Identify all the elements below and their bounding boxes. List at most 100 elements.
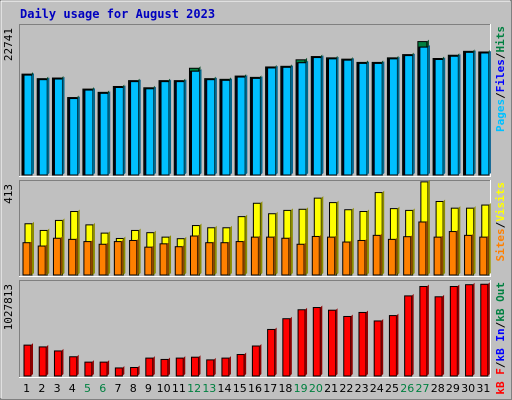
visits-bar-11-side [184,236,187,275]
pages-bar-1 [23,74,33,176]
kbf-bar-20 [312,307,321,377]
sites-bar-22 [342,241,351,276]
pages-bar-25-side [397,56,400,176]
kbf-bar-15 [236,354,245,377]
kbf-bar-8 [130,366,139,377]
kbytes-ymax-label: 1027813 [2,284,15,330]
visits-bar-2-side [47,228,50,275]
visits-bar-31-side [488,203,491,275]
pages-bar-29 [449,55,459,176]
visits-bar-18-side [290,208,293,275]
visits-bar-8-side [138,228,141,275]
day-label-21: 21 [324,382,338,395]
pages-bar-3-side [62,77,65,175]
sites-bar-8-side [136,238,139,275]
kbf-bar-3-side [61,348,64,376]
sites-bar-7-side [121,239,124,275]
visits-bar-15-side [245,214,248,275]
kbf-bar-24 [373,320,382,377]
hits-legend-item-2: Files [494,59,507,92]
pages-bar-2 [38,79,48,176]
pages-bar-27-side [427,45,430,176]
day-label-22: 22 [339,382,353,395]
visits-bar-1-side [32,221,34,275]
visits-bar-17-side [275,211,278,275]
sites-bar-18-side [288,236,291,275]
kbf-bar-17-side [274,327,277,376]
kbf-bar-6 [99,361,108,377]
visits-bar-5-side [92,222,95,275]
sites-bar-28 [433,236,442,276]
kbf-bar-4-side [76,354,79,376]
sites-bar-29-side [456,229,459,275]
kbf-bar-11-side [183,356,186,376]
sites-bar-4 [68,238,77,276]
day-label-2: 2 [38,382,45,395]
visits-bar-6-side [108,231,111,275]
kbf-bar-5 [84,361,93,377]
pages-bar-19-side [306,60,309,175]
day-label-17: 17 [263,382,277,395]
visits-legend-item-0: Sites [494,228,507,261]
kbytes-legend: kB F/kB In/kB Out [494,282,507,395]
sites-bar-28-side [441,235,444,275]
sites-bar-24 [372,234,381,276]
kbf-bar-23-side [365,310,368,376]
visits-ymax-label: 413 [2,184,15,204]
day-label-27: 27 [415,382,429,395]
pages-bar-23 [358,62,368,176]
sites-bar-21-side [334,235,337,275]
pages-bar-5-side [92,88,95,175]
hits-ymax-label: 22741 [2,28,15,61]
kbf-bar-23 [358,311,367,377]
kbf-bar-13 [206,359,215,377]
pages-bar-10 [160,81,170,176]
kbf-bar-18 [282,318,291,377]
kbf-bar-3 [53,350,62,377]
sites-bar-4-side [75,237,78,275]
pages-bar-9 [145,88,155,176]
sites-bar-30 [464,234,473,276]
day-label-8: 8 [130,382,137,395]
pages-bar-28 [434,59,444,176]
kbf-bar-2-side [46,344,49,376]
sites-bar-25 [387,238,396,276]
pages-bar-17 [267,67,277,176]
pages-bar-29-side [458,54,461,176]
kbf-bar-10-side [168,357,171,376]
pages-bar-14 [221,79,231,176]
pages-bar-19 [297,62,307,176]
sites-bar-27-side [425,219,428,275]
pages-bar-11-side [184,79,187,175]
kbf-bar-26 [404,295,413,377]
pages-bar-25 [388,58,398,176]
pages-bar-2-side [47,77,50,175]
day-label-23: 23 [355,382,369,395]
sites-bar-29 [448,231,457,276]
pages-bar-18-side [290,65,293,175]
visits-bar-3-side [62,218,65,275]
sites-bar-17 [266,236,275,276]
pages-bar-27 [419,46,429,176]
sites-bar-17-side [273,235,276,275]
sites-bar-2 [37,245,46,276]
visits-bar-9-side [153,230,156,275]
kbytes-legend-item-1: / [494,361,507,368]
kbf-bar-8-side [137,365,140,376]
kbf-bar-7-side [122,365,125,376]
kbf-bar-20-side [320,305,323,376]
hits-legend-item-0: Pages [494,99,507,132]
kbf-bar-14 [221,357,230,377]
hits-legend-item-4: Hits [494,26,507,53]
visits-bar-30-side [473,206,476,275]
pages-bar-28-side [443,57,446,175]
kbf-bar-31 [480,283,489,377]
sites-bar-11 [174,246,183,276]
kbf-bar-4 [69,356,78,377]
kbf-bar-30 [465,284,474,377]
sites-bar-3-side [60,236,63,275]
pages-bar-9-side [153,86,156,175]
sites-bar-12-side [197,234,200,275]
kbytes-legend-item-0: kB F [494,368,507,395]
kbytes-legend-item-4: kB Out [494,282,507,322]
